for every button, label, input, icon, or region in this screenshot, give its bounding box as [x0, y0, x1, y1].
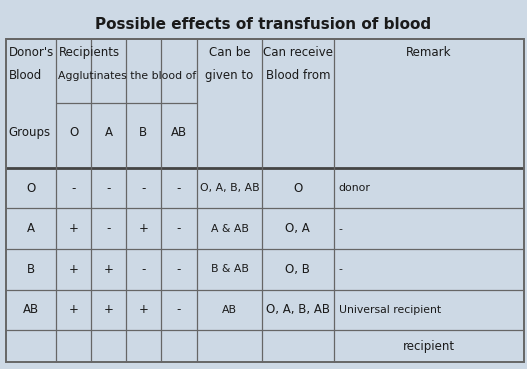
Text: +: +	[139, 303, 148, 317]
Text: A: A	[104, 126, 113, 139]
Text: Blood from: Blood from	[266, 69, 330, 82]
Text: +: +	[104, 263, 113, 276]
Text: +: +	[139, 222, 148, 235]
Text: Agglutinates the blood of: Agglutinates the blood of	[57, 70, 196, 81]
Text: -: -	[141, 263, 145, 276]
Text: B & AB: B & AB	[211, 264, 248, 275]
Text: Groups: Groups	[8, 126, 51, 139]
Text: O, A, B, AB: O, A, B, AB	[200, 183, 259, 193]
Text: AB: AB	[171, 126, 187, 139]
Text: +: +	[69, 263, 79, 276]
Text: +: +	[69, 303, 79, 317]
Text: AB: AB	[222, 305, 237, 315]
Bar	[6, 39, 524, 362]
Text: B: B	[139, 126, 148, 139]
Text: given to: given to	[206, 69, 253, 82]
Text: -: -	[177, 182, 181, 195]
Text: Blood: Blood	[8, 69, 42, 82]
Text: -: -	[141, 182, 145, 195]
Text: A: A	[27, 222, 35, 235]
Text: -: -	[177, 303, 181, 317]
Text: O, B: O, B	[285, 263, 310, 276]
Text: Donor's: Donor's	[8, 46, 54, 59]
Text: -: -	[177, 222, 181, 235]
Text: O: O	[69, 126, 79, 139]
Text: Universal recipient: Universal recipient	[339, 305, 441, 315]
Text: -: -	[339, 264, 343, 275]
Text: -: -	[72, 182, 76, 195]
Text: -: -	[106, 222, 111, 235]
Text: A & AB: A & AB	[211, 224, 248, 234]
Text: Possible effects of transfusion of blood: Possible effects of transfusion of blood	[95, 17, 432, 32]
Text: -: -	[339, 224, 343, 234]
Text: +: +	[104, 303, 113, 317]
Text: B: B	[27, 263, 35, 276]
Text: -: -	[177, 263, 181, 276]
Text: Can receive: Can receive	[263, 46, 333, 59]
Text: O, A: O, A	[286, 222, 310, 235]
Text: AB: AB	[23, 303, 40, 317]
Text: -: -	[106, 182, 111, 195]
Text: Recipients: Recipients	[58, 46, 120, 59]
Text: O, A, B, AB: O, A, B, AB	[266, 303, 330, 317]
Text: O: O	[293, 182, 302, 195]
Text: donor: donor	[339, 183, 370, 193]
Text: +: +	[69, 222, 79, 235]
Text: Remark: Remark	[406, 46, 452, 59]
Text: O: O	[27, 182, 36, 195]
Text: Can be: Can be	[209, 46, 250, 59]
Text: recipient: recipient	[403, 340, 455, 353]
